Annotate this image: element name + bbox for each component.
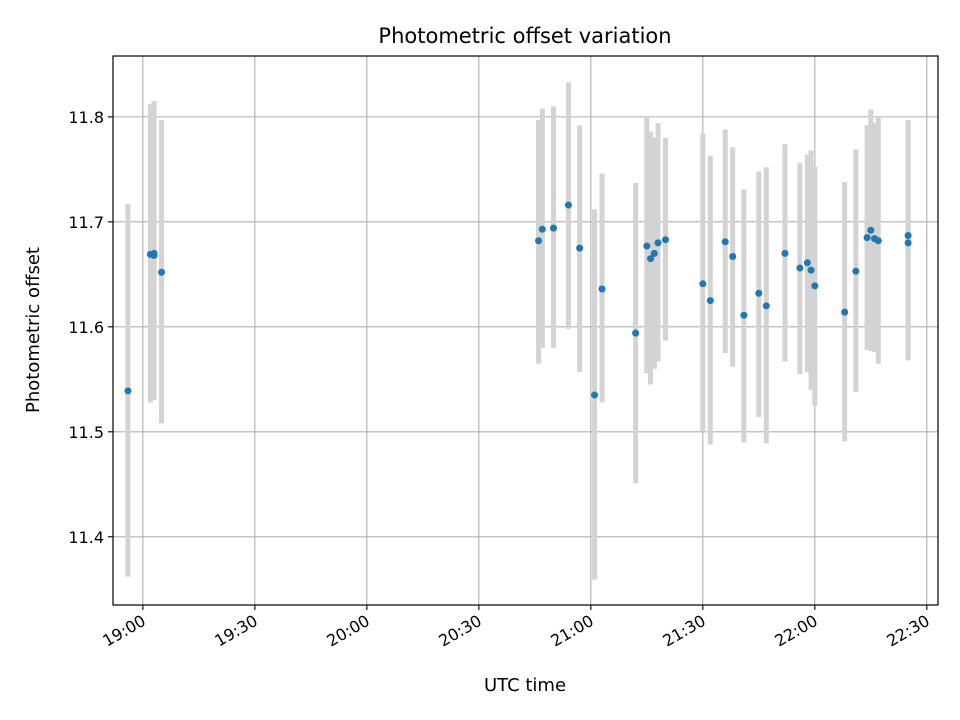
chart-title: Photometric offset variation: [378, 24, 671, 48]
data-point: [811, 282, 819, 290]
data-point: [729, 252, 737, 260]
data-point: [158, 268, 166, 276]
plot-frame: [112, 55, 939, 606]
data-point: [150, 251, 158, 259]
data-point: [576, 244, 584, 252]
y-tick-label: 11.6: [68, 318, 104, 337]
data-point: [755, 289, 763, 297]
data-point: [538, 225, 546, 233]
data-point: [841, 308, 849, 316]
data-point: [867, 226, 875, 234]
y-axis-title: Photometric offset: [23, 247, 44, 413]
data-point: [549, 224, 557, 232]
data-point: [807, 266, 815, 274]
data-point: [632, 329, 640, 337]
data-point: [647, 255, 655, 263]
data-point: [852, 267, 860, 275]
data-point: [904, 239, 912, 247]
data-point: [796, 264, 804, 272]
data-point: [740, 311, 748, 319]
data-point: [654, 239, 662, 247]
y-tick-label: 11.7: [68, 213, 104, 232]
data-point: [124, 387, 132, 395]
x-axis-title: UTC time: [484, 675, 566, 696]
data-point: [863, 234, 871, 242]
y-tick-label: 11.5: [68, 423, 104, 442]
data-point: [643, 242, 651, 250]
data-point: [598, 285, 606, 293]
data-point: [706, 297, 714, 305]
data-point: [762, 302, 770, 310]
data-point: [650, 249, 658, 257]
data-point: [803, 259, 811, 267]
y-tick-label: 11.8: [68, 108, 104, 127]
data-point: [721, 238, 729, 246]
data-point: [591, 391, 599, 399]
data-point: [699, 280, 707, 288]
data-point: [874, 237, 882, 245]
data-point: [781, 249, 789, 257]
data-point: [904, 232, 912, 240]
data-point: [564, 201, 572, 209]
y-tick-label: 11.4: [68, 528, 104, 547]
data-point: [661, 236, 669, 244]
data-points: [124, 201, 912, 399]
data-point: [535, 237, 543, 245]
